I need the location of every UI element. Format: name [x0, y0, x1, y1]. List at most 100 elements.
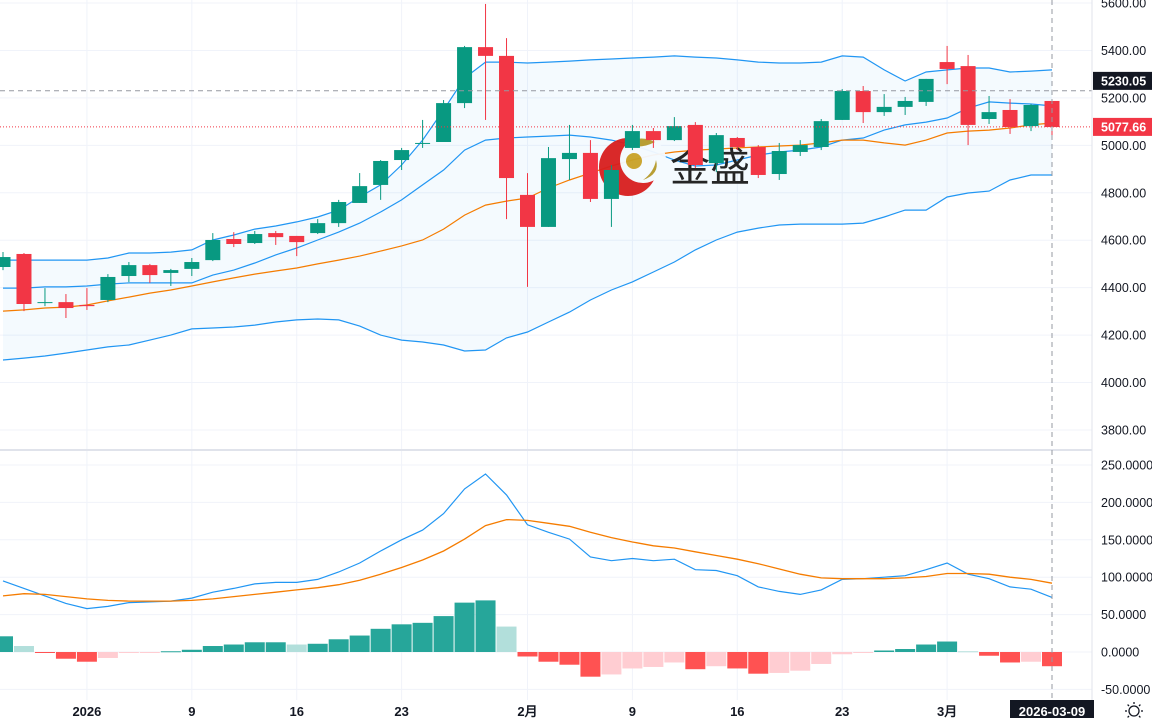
- candle-body: [645, 131, 661, 141]
- crosshair-price-badge: [1093, 71, 1152, 90]
- candle: [939, 45, 955, 85]
- candle-body: [520, 194, 535, 227]
- logo-leaf-icon: [643, 160, 657, 180]
- macd-histogram-bar: [0, 636, 13, 652]
- macd-histogram-bar: [265, 642, 286, 652]
- candle-body: [813, 121, 829, 147]
- macd-histogram-bar: [643, 652, 664, 667]
- candle: [79, 288, 95, 310]
- macd-histogram-bar: [97, 652, 118, 658]
- candle: [708, 132, 724, 173]
- candle: [499, 38, 515, 220]
- macd-line: [2, 473, 1053, 610]
- candle-body: [708, 135, 724, 164]
- candle: [352, 173, 368, 203]
- macd-histogram-bar: [916, 644, 937, 652]
- time-axis-label: 9: [629, 704, 636, 718]
- price-axis-label: 5600.00: [1101, 0, 1146, 11]
- candle-body: [121, 265, 137, 277]
- time-axis-background: [0, 700, 1152, 718]
- macd-histogram-bar: [727, 652, 748, 669]
- candle-body: [142, 265, 158, 276]
- candle-body: [436, 103, 452, 142]
- candle: [918, 78, 934, 106]
- macd-histogram-bar: [496, 626, 517, 652]
- candle-body: [771, 151, 787, 175]
- price-axis-label: 3800.00: [1101, 423, 1146, 437]
- candle: [813, 118, 829, 151]
- candle: [855, 86, 871, 124]
- macd-histogram-bar: [832, 652, 853, 655]
- macd-histogram-bar: [202, 646, 223, 652]
- macd-histogram-bar: [34, 652, 55, 653]
- macd-histogram-bar: [580, 652, 601, 677]
- macd-histogram-bar: [391, 624, 412, 652]
- candle: [897, 96, 913, 115]
- macd-histogram-bar: [769, 652, 790, 673]
- candle: [226, 232, 242, 248]
- candle-body: [1044, 100, 1060, 128]
- crosshair-price-label: 5230.05: [1101, 74, 1146, 88]
- candle-body: [226, 239, 242, 244]
- candle-body: [876, 106, 892, 113]
- candle-body: [289, 235, 305, 243]
- candle-body: [687, 124, 703, 166]
- candle: [16, 253, 32, 312]
- time-axis-label: 16: [289, 704, 303, 718]
- macd-histogram-bar: [937, 641, 958, 652]
- macd-histogram-bar: [559, 652, 580, 665]
- time-axis-label: 2026: [72, 704, 101, 718]
- macd-histogram-bar: [139, 652, 160, 653]
- settings-button[interactable]: [1125, 702, 1143, 718]
- candle-body: [79, 304, 95, 307]
- macd-histogram-bar: [55, 652, 76, 659]
- candle: [834, 89, 850, 120]
- bollinger-lower-line: [2, 174, 1052, 361]
- candle: [415, 119, 431, 148]
- macd-histogram-bar: [517, 652, 538, 657]
- candle-body: [352, 186, 368, 203]
- candle: [792, 140, 808, 156]
- candle: [163, 268, 179, 286]
- grid-lines: [0, 0, 1092, 700]
- candle-body: [729, 137, 745, 147]
- candle: [645, 128, 661, 148]
- candle-body: [163, 270, 179, 273]
- candle: [142, 263, 158, 283]
- candle: [540, 146, 556, 227]
- candle-body: [918, 78, 934, 102]
- macd-axis-label: 0.0000: [1101, 646, 1139, 660]
- candle: [205, 233, 221, 262]
- candle-body: [184, 262, 200, 269]
- macd-histogram-bar: [601, 652, 622, 675]
- candle-body: [331, 202, 347, 224]
- macd-axis-label: -50.0000: [1101, 683, 1150, 697]
- candle-body: [268, 233, 284, 238]
- watermark-logo: 金盛: [599, 137, 750, 196]
- macd-histogram-bar: [1000, 652, 1021, 663]
- macd-histogram-bar: [433, 616, 454, 652]
- macd-histogram-bar: [958, 651, 979, 653]
- candle: [876, 94, 892, 116]
- candle-body: [415, 142, 431, 144]
- macd-histogram-bar: [13, 646, 34, 652]
- candle: [436, 100, 452, 142]
- candle-body: [960, 66, 976, 125]
- macd-histogram-bar: [853, 652, 874, 653]
- candle-body: [100, 276, 116, 300]
- macd-histogram-bar: [811, 652, 832, 664]
- candle-body: [205, 239, 221, 261]
- time-axis-label: 23: [835, 704, 849, 718]
- candle-body: [981, 112, 997, 119]
- crosshair-overlay: [0, 0, 1092, 700]
- macd-pane: [0, 449, 1152, 677]
- macd-histogram-bar: [685, 652, 706, 670]
- candle-body: [603, 169, 619, 199]
- sun-settings-icon[interactable]: [1128, 705, 1140, 717]
- macd-histogram-bar: [160, 651, 181, 653]
- crosshair-time-badge: [1010, 700, 1094, 718]
- candle: [603, 165, 619, 227]
- bollinger-upper-line: [3, 55, 1053, 261]
- macd-axis-label: 100.0000: [1101, 571, 1152, 585]
